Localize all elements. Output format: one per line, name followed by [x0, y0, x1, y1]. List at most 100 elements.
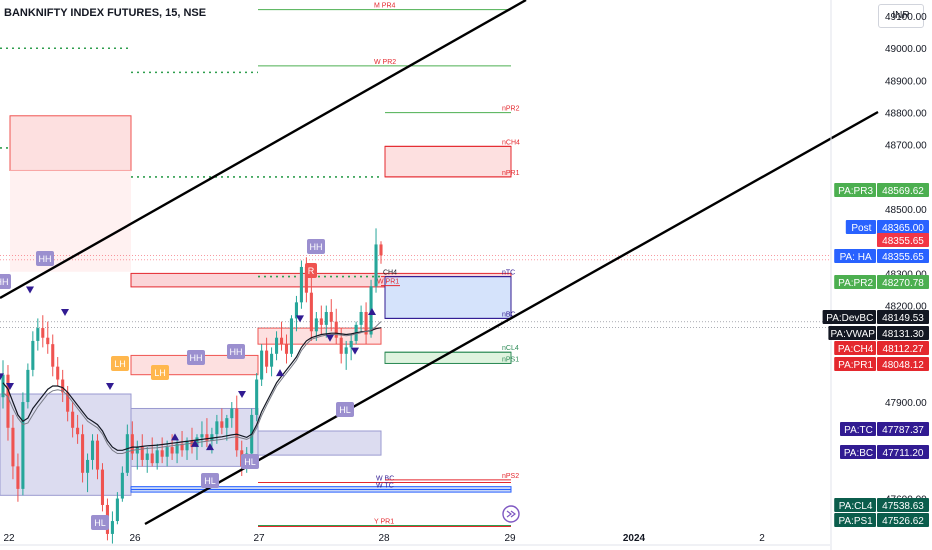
candle-body — [120, 472, 124, 499]
price-tag-value: 47787.37 — [882, 425, 924, 436]
signal-marker — [238, 391, 246, 399]
time-tick-label: 27 — [253, 533, 265, 544]
signal-marker — [191, 439, 199, 447]
price-tag-name-pill — [834, 275, 876, 289]
signal-marker — [326, 334, 334, 342]
pivot-tag-label: R — [308, 266, 315, 276]
price-tag-pa-cl4: PA:CL4 47538.63 — [834, 498, 929, 512]
level-w-tc-label: W TC — [376, 483, 394, 490]
time-tick-label: 2 — [759, 533, 765, 544]
price-tag-value-pill — [877, 326, 929, 340]
candle-body — [324, 311, 328, 325]
candle-body — [374, 244, 378, 287]
candle-body — [265, 350, 269, 367]
price-tag-value-pill — [877, 498, 929, 512]
price-tag-value-pill — [877, 249, 929, 263]
price-tag-last: 48355.65 — [877, 233, 929, 247]
pivot-tag-hh — [227, 344, 245, 359]
candle-body — [289, 318, 294, 354]
price-tag-name-pill — [840, 422, 876, 436]
price-tag-value: 48355.65 — [882, 252, 924, 263]
signal-marker — [368, 307, 376, 315]
price-tag-name: PA:PS1 — [838, 516, 873, 527]
candle-body — [339, 337, 343, 354]
price-tag-pa-bc: PA:BC 47711.20 — [840, 445, 929, 459]
candle-body — [125, 434, 129, 473]
candle-body — [314, 318, 318, 332]
candle-body — [319, 318, 323, 325]
price-tag-name: PA:BC — [844, 448, 873, 459]
pivot-tag-hl — [201, 473, 219, 488]
time-tick-label: 26 — [129, 533, 141, 544]
candle-body — [299, 266, 303, 303]
pivot-tag-hh — [36, 251, 54, 266]
candle-body — [71, 411, 75, 428]
price-tag-value-pill — [877, 275, 929, 289]
price-tick-label: 49100.00 — [885, 12, 927, 23]
currency-button[interactable]: INR — [878, 4, 924, 28]
price-tag-name: PA: HA — [840, 252, 872, 263]
price-tag-name: Post — [851, 223, 871, 234]
dev-basis-line — [2, 321, 382, 454]
price-tag-value-pill — [877, 422, 929, 436]
price-tag-pa-pr2: PA:PR2 48270.78 — [834, 275, 929, 289]
price-tag-name-pill — [840, 445, 876, 459]
pivot-tag-label: HH — [0, 277, 9, 287]
candle-body — [110, 521, 114, 534]
price-tick-label: 48300.00 — [885, 269, 927, 280]
price-tag-pa-ps1: PA:PS1 47526.62 — [834, 513, 929, 527]
price-tag-value: 47538.63 — [882, 501, 924, 512]
price-tag-name-pill — [845, 220, 876, 234]
price-tag-value: 48569.62 — [882, 186, 924, 197]
price-tag-value: 48131.30 — [882, 329, 924, 340]
price-tag-value: 47526.62 — [882, 516, 924, 527]
zone-pr-day27 — [257, 327, 382, 345]
candle-body — [190, 440, 194, 448]
candle-body — [145, 453, 149, 460]
zones-layer — [0, 115, 512, 496]
pivot-tag-hh — [307, 239, 325, 254]
pivot-tag-label: HH — [190, 353, 203, 363]
level-m-pr4-label: M PR4 — [374, 3, 396, 10]
candle-body — [185, 440, 189, 451]
candle-body — [160, 450, 164, 457]
price-tick-label: 49000.00 — [885, 44, 927, 55]
vwap-line — [2, 327, 382, 451]
time-tick-label: 28 — [378, 533, 390, 544]
price-tag-name: PA:PR2 — [838, 278, 873, 289]
price-tag-name: PA:PR1 — [838, 360, 873, 371]
candle-body — [215, 421, 219, 435]
level-y-pr1-green-label: Y PR1 — [374, 519, 394, 526]
zone-pr-lower — [10, 170, 131, 272]
level-w-pr1-label: W PR1 — [377, 279, 399, 286]
price-tag-value-pill — [877, 220, 929, 234]
candle-body — [225, 418, 229, 428]
candle-body — [140, 447, 144, 460]
candle-body — [51, 344, 55, 367]
price-tag-name-pill — [834, 341, 876, 355]
symbol-title: BANKNIFTY INDEX FUTURES, 15, NSE — [4, 7, 207, 19]
price-tag-name: PA:CH4 — [838, 344, 874, 355]
price-tag-name-pill — [834, 249, 876, 263]
price-tag-value: 47711.20 — [883, 448, 924, 459]
price-tag-post: Post 48365.00 — [845, 220, 929, 234]
candle-body — [135, 447, 139, 454]
pivot-tag-hl — [91, 515, 109, 530]
price-tag-name-pill — [834, 183, 876, 197]
candle-body — [100, 469, 105, 505]
zone-pr-upper — [9, 115, 132, 171]
signal-marker — [296, 315, 304, 323]
candle-body — [230, 408, 234, 419]
price-tag-name: PA:PR3 — [838, 186, 873, 197]
candle-body — [200, 434, 204, 438]
time-tick-label: 22 — [3, 533, 15, 544]
price-tag-value-pill — [877, 445, 929, 459]
pivot-tag-hl — [336, 402, 354, 417]
level-nps2-label: nPS2 — [502, 473, 519, 480]
candle-body — [255, 379, 259, 415]
price-tag-pa-devbc: PA:DevBC 48149.53 — [822, 310, 929, 324]
signal-marker — [26, 286, 34, 294]
price-tag-pa-ha: PA: HA 48355.65 — [834, 249, 929, 263]
candle-body — [130, 434, 134, 454]
